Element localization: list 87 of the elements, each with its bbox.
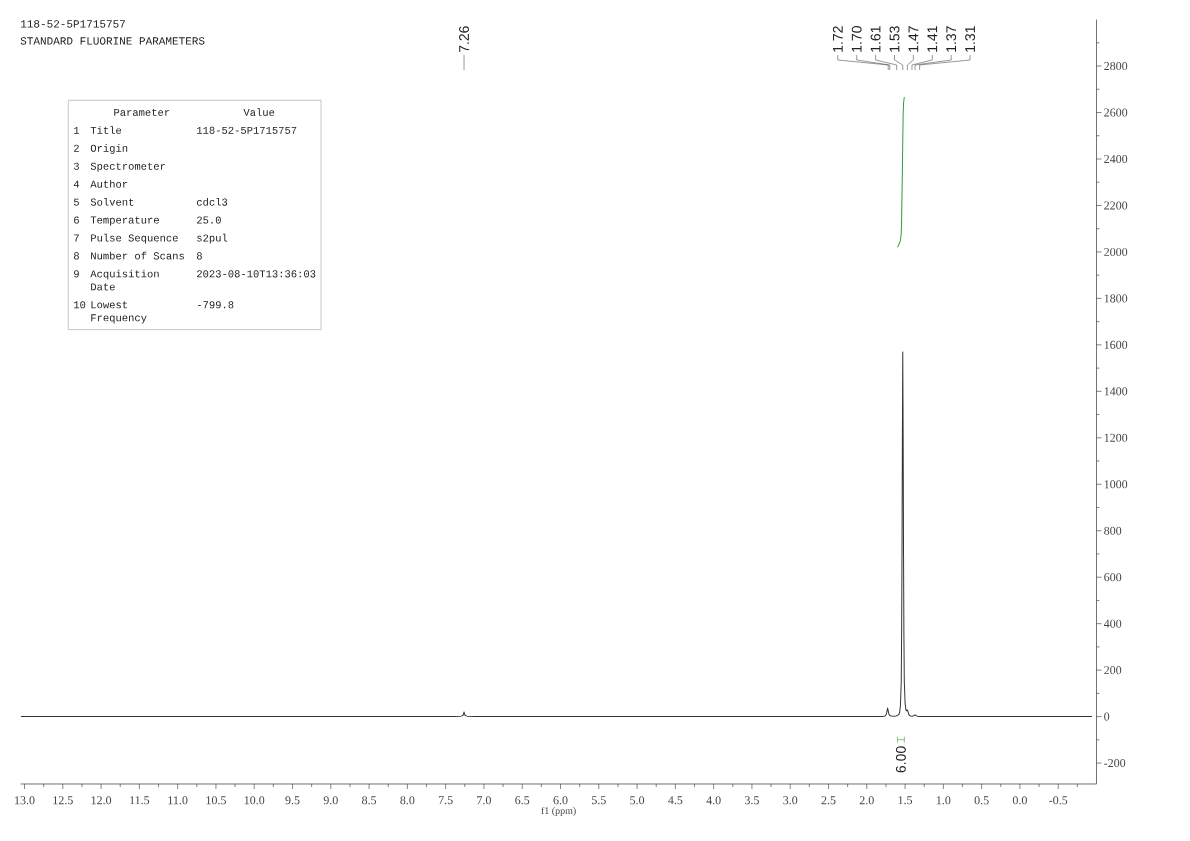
annotation: 1.41	[927, 26, 938, 52]
annotation: Spectrometer	[90, 162, 165, 172]
x-tick-label: 5.0	[630, 796, 645, 805]
annotation: 2023-08-10T13:36:03	[197, 270, 316, 278]
x-tick-label: 8.0	[400, 796, 415, 805]
annotation: Acquisition Date	[90, 269, 159, 291]
annotation: Solvent	[90, 197, 134, 206]
annotation: 6.00	[895, 746, 906, 773]
y-tick-label: 600	[1104, 573, 1122, 582]
annotation: Origin	[90, 144, 128, 154]
x-tick-label: 3.5	[745, 796, 759, 805]
annotation: 9	[74, 270, 79, 278]
annotation: Pulse Sequence	[91, 233, 178, 244]
annotation: Title	[90, 126, 122, 134]
y-tick-label: 800	[1104, 526, 1122, 535]
x-tick-label: 10.5	[206, 796, 226, 805]
annotation: 4	[73, 180, 80, 188]
x-tick-label: -0.5	[1049, 796, 1068, 805]
annotation: Lowest Frequency	[91, 301, 147, 324]
x-tick-label: 9.5	[285, 796, 300, 805]
line-series	[896, 96, 905, 248]
y-tick-label: 1600	[1104, 340, 1128, 349]
annotation: 1.47	[908, 26, 919, 52]
annotation: 7.26	[459, 26, 470, 53]
annotation: 6	[74, 216, 79, 224]
x-tick-label: 5.5	[591, 796, 606, 805]
y-tick-label: 2200	[1104, 201, 1128, 210]
y-tick-label: 2000	[1104, 247, 1128, 256]
x-tick-label: 8.5	[362, 796, 377, 805]
annotation: 3	[73, 162, 79, 170]
x-tick-label: 6.0	[553, 796, 568, 805]
x-tick-label: 4.5	[668, 796, 683, 805]
chart-title: 118-52-5P1715757	[21, 20, 125, 28]
y-tick-label: 1400	[1104, 387, 1128, 396]
x-tick-label: 1.0	[936, 796, 951, 805]
annotation: 8	[196, 252, 202, 260]
text: STANDARD FLUORINE PARAMETERS	[20, 37, 205, 45]
x-tick-label: 7.5	[438, 796, 453, 805]
x-tick-label: 11.0	[168, 796, 188, 805]
annotation: s2pul	[197, 233, 228, 244]
annotation: 118-52-5P1715757	[197, 126, 297, 134]
annotation: 8	[73, 252, 79, 260]
x-tick-label: 2.0	[859, 796, 874, 805]
annotation: Number of Scans	[91, 251, 184, 260]
annotation: 7	[74, 234, 79, 242]
y-tick-label: 400	[1103, 619, 1122, 628]
annotation: 1.31	[965, 26, 976, 52]
x-tick-label: 0.0	[1012, 796, 1027, 805]
y-tick-label: 1000	[1104, 480, 1128, 489]
annotation: 1.70	[851, 26, 862, 52]
x-tick-label: 3.0	[783, 796, 798, 805]
annotation: Parameter	[114, 108, 170, 116]
annotation: 1.61	[870, 26, 881, 52]
x-tick-label: 1.5	[898, 796, 913, 805]
x-tick-label: 9.0	[323, 796, 338, 805]
x-tick-label: 12.0	[91, 796, 112, 805]
y-tick-label: 2800	[1104, 62, 1128, 71]
annotation: 2	[74, 144, 79, 152]
x-tick-label: 7.0	[477, 796, 491, 805]
annotation: 5	[73, 198, 79, 206]
annotation: 1	[74, 126, 80, 134]
annotation: cdcl3	[196, 197, 228, 206]
x-tick-label: 0.5	[974, 796, 989, 805]
y-tick-label: 2400	[1104, 154, 1128, 164]
y-tick-label: 2600	[1104, 108, 1128, 117]
y-tick-label: 0	[1104, 712, 1110, 721]
annotation: 1.53	[889, 26, 900, 52]
x-tick-label: 12.5	[53, 796, 73, 805]
annotation: 25.0	[197, 216, 221, 224]
annotation: 10	[74, 301, 86, 309]
x-tick-label: 10.0	[244, 796, 265, 805]
annotation: 1.72	[832, 26, 843, 52]
annotation: Value	[243, 108, 275, 116]
annotation: -799.8	[198, 301, 234, 309]
annotation: 1.37	[946, 26, 957, 52]
y-tick-label: -200	[1104, 759, 1126, 768]
x-tick-label: 13.0	[15, 796, 35, 805]
x-tick-label: 4.0	[706, 796, 721, 805]
y-tick-label: 1200	[1104, 433, 1128, 442]
x-tick-label: 11.5	[130, 796, 150, 805]
x-tick-label: 2.5	[821, 796, 836, 805]
y-tick-label: 200	[1104, 666, 1122, 675]
x-axis-title: f1 (ppm)	[541, 806, 576, 817]
annotation: Temperature	[90, 216, 159, 226]
y-tick-label: 1800	[1104, 294, 1128, 303]
x-tick-label: 6.5	[515, 796, 530, 805]
annotation: Author	[90, 180, 128, 188]
